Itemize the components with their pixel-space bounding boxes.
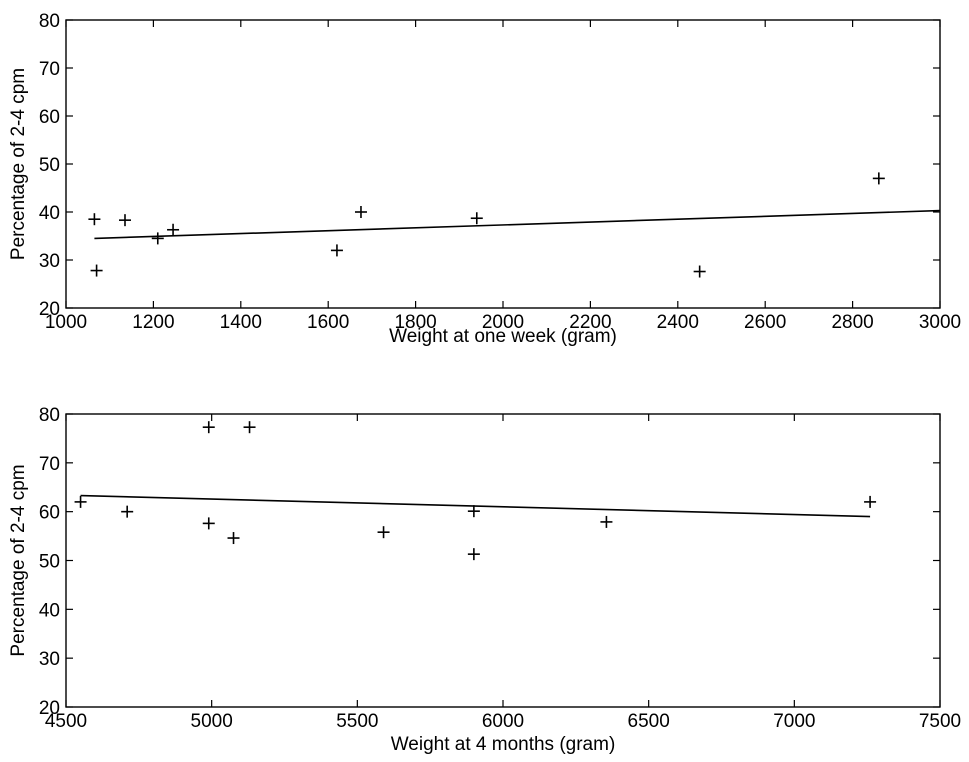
y-tick-label: 60 [39,107,60,128]
y-tick-label: 20 [39,299,60,320]
regression-line [80,494,871,518]
data-point [202,517,215,530]
x-tick-label: 6500 [628,711,670,732]
data-point [377,526,390,539]
x-tick-label: 6000 [482,711,524,732]
x-tick-label: 1800 [394,312,436,333]
data-point [693,265,706,278]
data-point [121,505,134,518]
data-point [330,244,343,257]
plot-area-frame [65,413,941,708]
chart-weight-four-months: 4500 5000 5500 6000 6500 7000 7500 20 30 40 50 60 70… [8,405,961,755]
x-tick-label: 2200 [569,312,611,333]
data-point [467,548,480,561]
data-point [88,213,101,226]
y-tick-label: 80 [39,11,60,32]
regression-line [94,209,941,240]
data-point [118,214,131,227]
data-point [470,212,483,225]
x-tick-label: 3000 [919,312,961,333]
data-point [354,206,367,218]
x-tick-label: 2600 [744,312,786,333]
data-point [74,495,87,508]
data-point [243,421,256,434]
y-tick-label: 30 [39,251,60,272]
y-axis-label: Percentage of 2-4 cpm [8,464,29,656]
y-tick-label: 40 [39,600,60,621]
x-tick-label: 5500 [336,711,378,732]
y-tick-label: 70 [39,59,60,80]
x-tick-label: 1600 [307,312,349,333]
data-point [202,421,215,434]
x-tick-label: 5000 [191,711,233,732]
y-tick-label: 50 [39,155,60,176]
x-tick-label: 4500 [45,711,87,732]
data-point [467,505,480,518]
plot-area-frame [65,19,941,309]
x-tick-label: 2800 [831,312,873,333]
x-tick-label: 7500 [919,711,961,732]
data-point [600,515,613,528]
y-tick-label: 50 [39,552,60,573]
x-axis-label: Weight at one week (gram) [389,326,617,347]
x-tick-label: 2000 [482,312,524,333]
chart-weight-one-week: 1000 1200 1400 1600 1800 2000 2200 2400 2600 2800… [8,11,961,347]
x-tick-label: 1000 [45,312,87,333]
chart-marks: 1000 1200 1400 1600 1800 2000 2200 2400 2600 2800… [39,11,961,333]
x-axis-label: Weight at 4 months (gram) [391,734,616,755]
data-point [872,172,885,185]
x-tick-label: 1400 [220,312,262,333]
data-point [167,223,180,236]
data-point [90,264,103,277]
y-tick-label: 70 [39,454,60,475]
y-tick-label: 80 [39,405,60,426]
x-tick-label: 2400 [657,312,699,333]
y-tick-label: 30 [39,649,60,670]
y-axis-label: Percentage of 2-4 cpm [8,68,29,260]
data-point [864,495,877,508]
x-tick-label: 1200 [132,312,174,333]
x-tick-label: 7000 [773,711,815,732]
y-tick-label: 20 [39,698,60,719]
data-point [227,532,240,545]
y-tick-label: 40 [39,203,60,224]
data-point [151,232,164,245]
y-tick-label: 60 [39,503,60,524]
chart-marks: 4500 5000 5500 6000 6500 7000 7500 20 30 40 50 60 70… [39,405,961,732]
